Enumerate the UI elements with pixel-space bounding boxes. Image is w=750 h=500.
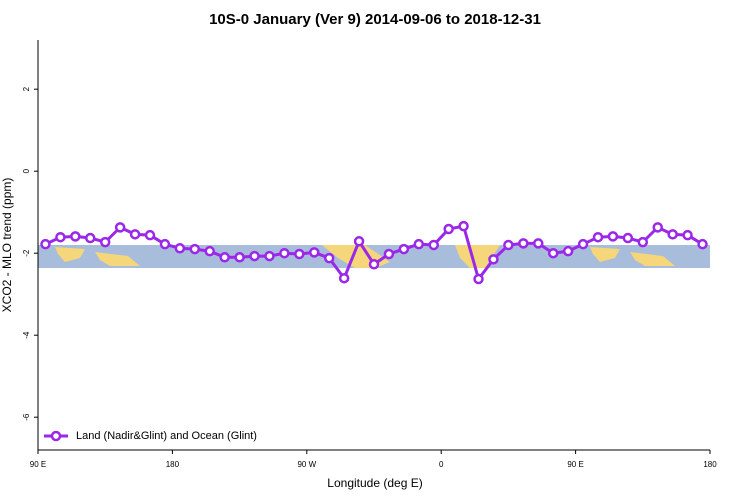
x-tick-label: 90 E bbox=[30, 460, 46, 469]
point bbox=[413, 238, 425, 250]
point bbox=[249, 250, 260, 262]
point bbox=[652, 222, 663, 233]
point bbox=[159, 238, 171, 250]
y-tick-label: -6 bbox=[22, 413, 31, 421]
point bbox=[234, 252, 245, 263]
point bbox=[338, 272, 350, 284]
chart-title: 10S-0 January (Ver 9) 2014-09-06 to 2018… bbox=[209, 11, 541, 28]
point bbox=[428, 239, 439, 251]
x-axis-label: Longitude (deg E) bbox=[327, 476, 422, 490]
point bbox=[55, 231, 66, 243]
point bbox=[85, 232, 96, 244]
point bbox=[129, 229, 141, 240]
point bbox=[533, 238, 544, 249]
land bbox=[55, 247, 85, 262]
y-tick-label: -4 bbox=[22, 331, 31, 339]
point bbox=[264, 250, 275, 262]
point bbox=[622, 232, 634, 244]
point bbox=[503, 239, 514, 251]
land bbox=[95, 252, 140, 266]
legend-label: Land (Nadir&Glint) and Ocean (Glint) bbox=[76, 430, 257, 442]
point bbox=[518, 238, 529, 249]
x-tick-label: 90 E bbox=[567, 460, 583, 469]
y-tick-label: -2 bbox=[22, 249, 31, 257]
point bbox=[204, 245, 215, 257]
land bbox=[590, 247, 620, 262]
x-tick-label: 90 W bbox=[297, 460, 316, 469]
point bbox=[398, 243, 410, 255]
x-tick-label: 0 bbox=[439, 460, 444, 469]
land bbox=[630, 252, 675, 266]
point bbox=[547, 247, 559, 259]
y-tick-label: 0 bbox=[22, 168, 31, 173]
point bbox=[667, 229, 678, 240]
point bbox=[697, 238, 708, 250]
point bbox=[144, 229, 156, 241]
point bbox=[488, 254, 499, 265]
point bbox=[189, 243, 201, 255]
point bbox=[219, 252, 230, 263]
point bbox=[70, 231, 81, 242]
point bbox=[473, 273, 484, 285]
y-axis-label: XCO2 - MLO trend (ppm) bbox=[0, 178, 14, 313]
point bbox=[637, 236, 649, 248]
point bbox=[294, 248, 305, 260]
point bbox=[174, 243, 186, 254]
point bbox=[323, 252, 335, 264]
point bbox=[40, 238, 51, 250]
point bbox=[443, 223, 454, 235]
point bbox=[458, 220, 469, 232]
point bbox=[368, 259, 380, 270]
legend-marker bbox=[50, 430, 62, 442]
point bbox=[114, 222, 126, 233]
x-tick-label: 180 bbox=[166, 460, 180, 469]
y-tick-label: 2 bbox=[22, 86, 31, 91]
point bbox=[279, 247, 290, 259]
point bbox=[682, 229, 693, 241]
land bbox=[455, 245, 500, 268]
point bbox=[607, 231, 619, 242]
x-tick-label: 180 bbox=[703, 460, 717, 469]
point bbox=[99, 236, 111, 248]
point bbox=[309, 247, 320, 258]
point bbox=[577, 238, 589, 250]
point bbox=[562, 245, 574, 257]
point bbox=[383, 248, 395, 260]
point bbox=[353, 236, 365, 247]
point bbox=[592, 231, 604, 243]
